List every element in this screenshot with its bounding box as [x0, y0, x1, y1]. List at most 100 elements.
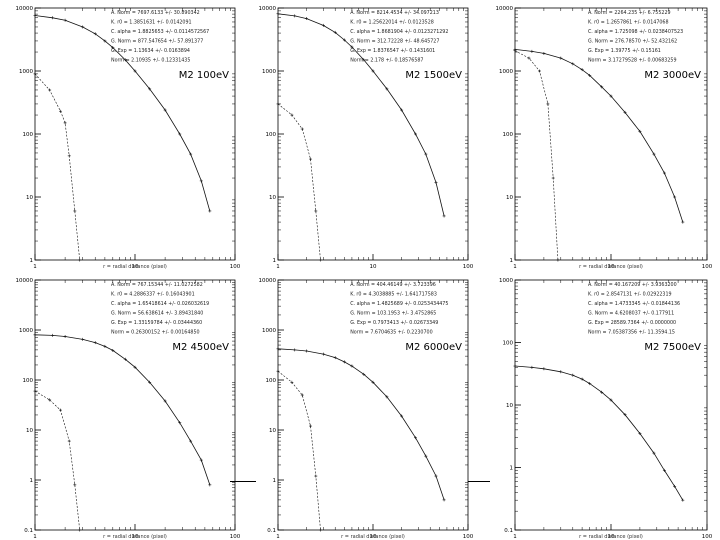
y-tick-label: 1: [30, 478, 34, 484]
x-tick-label: 1: [513, 534, 517, 540]
plot-frame: [34, 279, 236, 531]
model-curve: [277, 370, 321, 531]
y-tick-label: 10000: [16, 6, 34, 12]
fit-parameter: G. Norm = 4.6208037 +/- 0.177911: [588, 311, 674, 317]
fit-parameter: A. Norm = 7697.6133 +/- 30.890342: [111, 10, 200, 16]
y-tick-label: 10: [506, 195, 513, 201]
x-tick-label: 100: [230, 534, 241, 540]
y-tick-label: 10000: [496, 6, 514, 12]
fit-parameter: G. Norm = 56.638614 +/- 3.89431840: [111, 311, 203, 317]
y-tick-label: 1: [30, 258, 34, 264]
fit-parameter: C. alpha = 1.65418614 +/- 0.026032619: [111, 301, 209, 307]
fit-parameter: Norm = 7.6704635 +/- 0.2230700: [350, 330, 432, 336]
fit-parameter: G. Exp = 1.8376547 +/- 0.1431601: [350, 48, 435, 54]
model-curve: [34, 73, 80, 261]
y-tick-label: 10: [506, 403, 513, 409]
fit-parameter: C. alpha = 1.725098 +/- 0.0238407523: [588, 29, 683, 35]
fit-parameter: G. Exp = 1.39775 +/- 0.15161: [588, 48, 661, 54]
fit-parameter: Norm = 7.05387356 +/- 11.3594.15: [588, 330, 675, 336]
plot-frame: [277, 279, 469, 531]
x-axis-label: r = radial distance (pixel): [103, 264, 167, 270]
y-tick-label: 100: [266, 378, 277, 384]
fit-parameter: G. Exp = 1.13634 +/- 0.0163894: [111, 48, 190, 54]
y-tick-label: 100: [23, 378, 34, 384]
x-axis-label: r = radial distance (pixel): [579, 534, 643, 540]
x-tick-label: 100: [702, 534, 713, 540]
data-curve: [34, 15, 211, 212]
fit-parameter: C. alpha = 1.4733345 +/- 0.01844136: [588, 301, 680, 307]
y-tick-label: 10000: [259, 278, 277, 284]
x-axis-label: r = radial distance (pixel): [103, 534, 167, 540]
chart-panel: 1 10 100 1 10 100 1000 10000 r = radial distance…: [496, 6, 713, 270]
data-curve: [277, 348, 445, 501]
chart-panel: 1 10 100 1 10 100 1000 10000 A. Norm = 8214.4534…: [259, 6, 474, 270]
x-tick-label: 100: [230, 264, 241, 270]
x-tick-label: 1: [276, 264, 280, 270]
fit-parameter: G. Exp = 0.7973413 +/- 0.02673349: [350, 320, 438, 326]
fit-parameter: Norm = 2.10935 +/- 0.12331435: [111, 58, 190, 64]
y-tick-label: 1000: [499, 69, 513, 75]
panel-separator: [468, 481, 490, 482]
plot-frame: [514, 7, 708, 261]
x-tick-label: 1: [513, 264, 517, 270]
fit-parameter: K. r0 = 2.8547131 +/- 0.02922319: [588, 292, 672, 298]
fit-parameter: G. Exp = 28589.7364 +/- 0.0000000: [588, 320, 676, 326]
y-tick-label: 1000: [262, 69, 276, 75]
fit-parameter: Norm = 3.17279528 +/- 0.00683259: [588, 58, 677, 64]
fit-parameter: K. r0 = 1.2657861 +/- 0.0147068: [588, 20, 669, 26]
y-tick-label: 1: [273, 478, 277, 484]
y-tick-label: 10: [269, 428, 276, 434]
y-tick-label: 1000: [19, 328, 33, 334]
panel-label: M2 1500eV: [405, 70, 462, 81]
data-curve: [514, 365, 684, 501]
fit-parameter: K. r0 = 1.3851631 +/- 0.0142091: [111, 20, 192, 26]
x-tick-label: 10: [132, 264, 139, 270]
fit-parameter: K. r0 = 1.25622014 +/- 0.0123528: [350, 20, 434, 26]
fit-parameter: C. alpha = 1.8825653 +/- 0.0114572567: [111, 29, 209, 35]
x-tick-label: 10: [608, 264, 615, 270]
x-tick-label: 10: [132, 534, 139, 540]
fit-parameter: A. Norm = 40.167209 +/- 3.9363200: [588, 282, 677, 288]
fit-parameter: K. r0 = 4.3038885 +/- 1.641717583: [350, 292, 437, 298]
chart-panel: 1 10 100 1 10 100 1000 10000 r = radial distance…: [16, 6, 241, 270]
x-axis-label: r = radial distance (pixel): [341, 534, 405, 540]
panel-label: M2 7500eV: [644, 342, 701, 353]
y-tick-label: 10000: [259, 6, 277, 12]
fit-parameter: K. r0 = 4.2886337 +/- 0.16043901: [111, 292, 195, 298]
plot-frame: [277, 7, 469, 261]
x-tick-label: 100: [463, 534, 474, 540]
fit-parameter: Norm = 0.26300152 +/- 0.00164850: [111, 330, 200, 336]
panel-label: M2 4500eV: [172, 342, 229, 353]
panel-separator: [230, 481, 256, 482]
y-tick-label: 100: [503, 132, 514, 138]
fit-parameter: G. Norm = 276.78570 +/- 52.432162: [588, 39, 677, 45]
fit-parameter: G. Exp = 1.33159784 +/- 0.03444360: [111, 320, 202, 326]
model-curve: [514, 50, 559, 261]
x-tick-label: 10: [370, 534, 377, 540]
panel-label: M2 3000eV: [644, 70, 701, 81]
y-tick-label: 0.1: [504, 528, 513, 534]
model-curve: [34, 390, 80, 531]
data-curve: [34, 334, 211, 485]
y-tick-label: 0.1: [267, 528, 276, 534]
y-tick-label: 10: [26, 428, 33, 434]
y-tick-label: 10: [26, 195, 33, 201]
x-tick-label: 1: [33, 264, 37, 270]
y-tick-label: 1: [510, 466, 514, 472]
x-tick-label: 100: [463, 264, 474, 270]
y-tick-label: 100: [23, 132, 34, 138]
fit-parameter: G. Norm = 312.72228 +/- 48.645727: [350, 39, 439, 45]
fit-parameter: C. alpha = 1.4825689 +/- 0.0253434475: [350, 301, 448, 307]
y-tick-label: 1000: [19, 69, 33, 75]
fit-parameter: G. Norm = 877.547654 +/- 57.891377: [111, 39, 203, 45]
fit-parameter: G. Norm = 103.1953 +/- 3.4752865: [350, 311, 436, 317]
panel-label: M2 100eV: [179, 70, 229, 81]
fit-parameter: A. Norm = 767.15344 +/- 11.0272582: [111, 282, 203, 288]
fit-parameter: A. Norm = 8214.4534 +/- 34.097213: [350, 10, 439, 16]
x-tick-label: 100: [702, 264, 713, 270]
y-tick-label: 1: [510, 258, 514, 264]
x-tick-label: 1: [276, 534, 280, 540]
